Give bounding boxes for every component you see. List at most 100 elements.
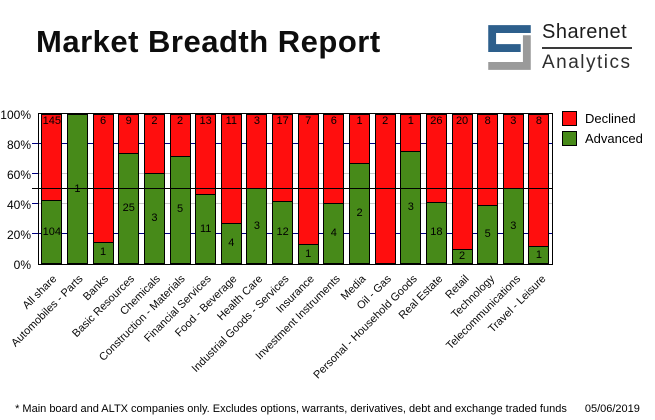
bar-declined-segment: 6 [92, 114, 114, 243]
declined-value-label: 26 [430, 115, 443, 127]
bar-advanced-segment: 1 [92, 242, 114, 264]
advanced-value-label: 1 [100, 246, 107, 259]
bar-declined-segment: 2 [169, 114, 191, 157]
bar: 145 104 [41, 114, 63, 264]
y-axis-label-60: 60% [6, 167, 31, 182]
y-axis-label-40: 40% [6, 197, 31, 212]
bar-declined-segment: 3 [502, 114, 524, 189]
bar-advanced-segment: 3 [502, 189, 524, 264]
bar-declined-segment: 11 [220, 114, 242, 224]
bar: 13 11 [195, 114, 217, 264]
bar-advanced-segment: 2 [349, 164, 370, 264]
declined-value-label: 20 [455, 115, 469, 127]
bar-declined-segment: 20 [451, 114, 473, 251]
bar-advanced-segment: 1 [66, 114, 88, 264]
sharenet-s-icon [488, 25, 531, 70]
logo-name: Sharenet [542, 21, 632, 49]
bar: 11 4 [220, 114, 242, 264]
footer-disclaimer: * Main board and ALTX companies only. Ex… [15, 403, 567, 415]
advanced-value-label: 4 [228, 237, 235, 249]
bar: 9 25 [118, 114, 140, 264]
bar-advanced-segment: 3 [246, 189, 268, 264]
advanced-value-label: 3 [253, 219, 260, 232]
legend-item-advanced: Advanced [562, 131, 643, 146]
logo-subtitle: Analytics [542, 52, 632, 73]
advanced-value-label: 2 [459, 250, 466, 263]
bar-advanced-segment: 11 [195, 195, 217, 264]
advanced-value-label: 3 [510, 219, 517, 232]
gridline-60 [39, 173, 552, 174]
logo-text: Sharenet Analytics [542, 21, 632, 74]
market-breadth-chart: 100%80%60%40%20%0%1451041619252325131111… [0, 108, 553, 381]
bar-declined-segment: 6 [323, 114, 345, 204]
bar-declined-segment: 7 [297, 114, 319, 246]
bar-advanced-segment: 1 [297, 245, 319, 264]
footer: * Main board and ALTX companies only. Ex… [0, 403, 655, 415]
declined-value-label: 2 [176, 115, 184, 127]
advanced-value-label: 1 [305, 247, 312, 260]
y-tickmark-60 [32, 173, 38, 174]
advanced-value-label: 1 [74, 183, 80, 196]
declined-value-label: 7 [305, 115, 312, 127]
advanced-value-label: 11 [199, 222, 212, 235]
bar-advanced-segment: 3 [400, 151, 422, 264]
declined-value-label: 13 [199, 115, 212, 127]
advanced-value-label: 4 [330, 227, 337, 239]
bar-declined-segment: 1 [400, 114, 422, 152]
bar: 20 2 [451, 114, 473, 264]
bar-declined-segment: 13 [195, 114, 217, 196]
bar-advanced-segment: 2 [451, 250, 473, 264]
declined-value-label: 1 [407, 115, 414, 127]
y-axis-label-0: 0% [13, 257, 31, 272]
advanced-value-label: 104 [42, 225, 61, 238]
bar-advanced-segment: 3 [143, 174, 165, 264]
declined-value-label: 145 [42, 115, 61, 127]
bar: 1 [66, 114, 88, 264]
bar-advanced-segment: 104 [41, 201, 63, 264]
legend-label: Declined [585, 111, 636, 126]
bar: 17 12 [272, 114, 294, 264]
advanced-value-label: 1 [535, 248, 543, 261]
declined-value-label: 8 [484, 115, 491, 127]
y-axis-label-20: 20% [6, 227, 31, 242]
declined-value-label: 3 [510, 115, 517, 127]
y-tickmark-40 [32, 203, 38, 204]
advanced-value-label: 3 [407, 200, 414, 213]
declined-value-label: 2 [151, 115, 158, 127]
y-tickmark-80 [32, 143, 38, 144]
advanced-value-label: 3 [151, 212, 158, 224]
reference-line-50 [32, 188, 552, 189]
declined-value-label: 6 [100, 115, 107, 127]
advanced-value-label: 5 [484, 228, 491, 241]
bar-advanced-segment: 25 [118, 153, 140, 264]
bar: 2 [374, 114, 396, 264]
declined-value-label: 9 [125, 115, 132, 127]
advanced-value-label: 5 [176, 203, 184, 216]
declined-value-label: 11 [225, 115, 237, 127]
declined-value-label: 2 [382, 115, 389, 127]
bar-declined-segment: 1 [349, 114, 370, 164]
bar-advanced-segment: 12 [272, 201, 294, 264]
bar-advanced-segment: 4 [323, 204, 345, 264]
legend-swatch-declined [562, 111, 577, 126]
declined-value-label: 17 [276, 115, 289, 127]
bar-declined-segment: 3 [246, 114, 268, 189]
bar-advanced-segment: 5 [477, 206, 499, 264]
bar: 26 18 [425, 114, 447, 264]
bar-declined-segment: 17 [272, 114, 294, 202]
legend-label: Advanced [585, 131, 643, 146]
bar-advanced-segment: 18 [425, 202, 447, 264]
footer-date: 05/06/2019 [584, 403, 640, 415]
declined-value-label: 3 [253, 115, 260, 127]
bar-declined-segment: 8 [528, 114, 550, 248]
